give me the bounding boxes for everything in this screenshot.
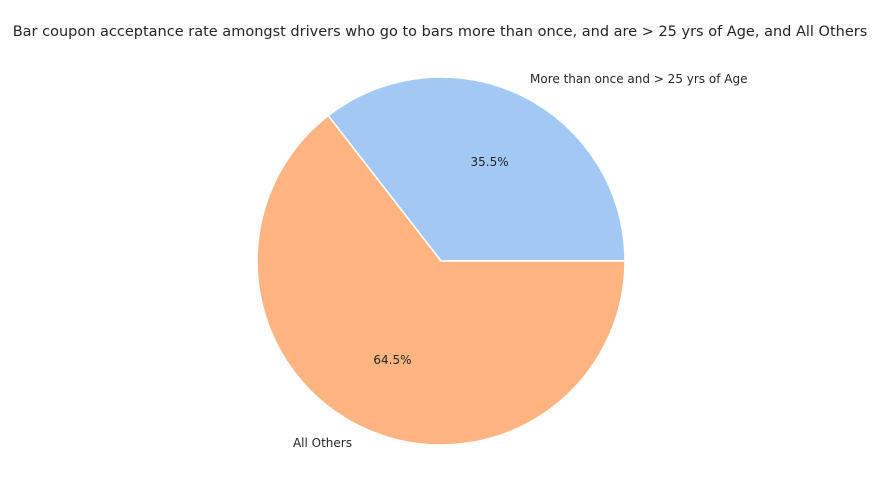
slice-percent-label-1: 64.5% <box>373 353 411 367</box>
slice-category-label-0: More than once and > 25 yrs of Age <box>530 72 747 86</box>
slice-percent-label-0: 35.5% <box>471 155 509 169</box>
pie-slice-1 <box>256 114 626 446</box>
pie-slice-0 <box>327 76 626 262</box>
slice-category-label-1: All Others <box>293 436 352 450</box>
chart-title: Bar coupon acceptance rate amongst drive… <box>13 24 868 40</box>
pie-group: 35.5% More than once and > 25 yrs of Age 6… <box>256 72 747 450</box>
